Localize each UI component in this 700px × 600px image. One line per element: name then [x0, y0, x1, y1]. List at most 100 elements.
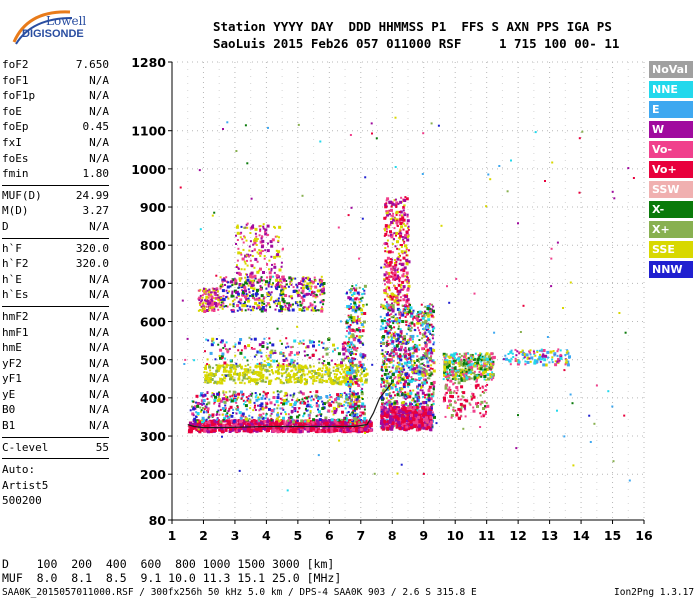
echo-point: [274, 370, 278, 374]
echo-point: [245, 293, 248, 296]
echo-point: [349, 373, 352, 376]
echo-point: [402, 421, 406, 425]
echo-point: [276, 413, 280, 417]
echo-point: [309, 294, 312, 296]
echo-point: [217, 296, 220, 299]
echo-point: [304, 280, 307, 283]
echo-point: [360, 313, 363, 316]
echo-point: [213, 429, 217, 432]
echo-point: [333, 409, 337, 413]
echo-point: [399, 276, 401, 279]
echo-point: [266, 342, 269, 345]
echo-point: [247, 397, 250, 400]
echo-point: [239, 420, 242, 424]
echo-point: [249, 240, 252, 243]
echo-point: [403, 213, 407, 217]
echo-point: [402, 222, 405, 225]
echo-point: [265, 405, 268, 408]
echo-point: [397, 252, 400, 255]
echo-point: [380, 341, 383, 344]
echo-point: [422, 368, 425, 371]
echo-point: [388, 375, 391, 378]
echo-point: [379, 328, 382, 331]
echo-point: [237, 429, 241, 432]
echo-point: [384, 228, 386, 230]
echo-point: [333, 348, 336, 351]
echo-point: [357, 298, 360, 301]
echo-point: [236, 406, 239, 409]
echo-point: [402, 218, 406, 222]
echo-point: [332, 379, 336, 383]
echo-point: [421, 315, 424, 318]
echo-point: [409, 365, 413, 369]
echo-point: [271, 371, 274, 373]
echo-point: [272, 396, 276, 399]
echo-point: [385, 210, 388, 213]
echo-point: [250, 421, 254, 425]
echo-point: [205, 377, 209, 381]
echo-point: [391, 379, 394, 383]
echo-point: [359, 364, 363, 367]
echo-point: [343, 417, 346, 420]
echo-point: [235, 225, 239, 229]
echo-point: [351, 285, 354, 288]
echo-point: [340, 361, 343, 365]
echo-point: [402, 228, 405, 231]
echo-point: [246, 226, 249, 229]
echo-point: [261, 379, 265, 383]
echo-point: [379, 315, 382, 318]
echo-point: [398, 357, 401, 360]
echo-point: [310, 372, 313, 375]
echo-point: [271, 429, 275, 433]
echo-point: [429, 311, 432, 314]
echo-point: [408, 309, 411, 311]
echo-point: [407, 326, 410, 329]
echo-point: [291, 418, 294, 421]
echo-point: [426, 360, 430, 364]
echo-point: [430, 393, 433, 396]
echo-point: [417, 313, 420, 316]
echo-point: [283, 422, 287, 426]
echo-point: [391, 292, 395, 296]
echo-point: [349, 291, 352, 294]
echo-point: [349, 352, 351, 355]
echo-point: [385, 379, 389, 383]
echo-point: [361, 296, 364, 299]
echo-point: [358, 301, 361, 304]
echo-point: [383, 385, 386, 388]
echo-point: [201, 394, 205, 398]
echo-point: [394, 385, 397, 388]
echo-point: [291, 398, 294, 401]
echo-point: [353, 426, 357, 430]
echo-point: [277, 250, 281, 254]
echo-point: [383, 372, 387, 376]
echo-point: [302, 415, 305, 418]
echo-point: [219, 356, 222, 360]
echo-point: [362, 304, 364, 307]
echo-point: [314, 394, 318, 398]
echo-point: [310, 340, 314, 344]
echo-point: [298, 342, 301, 345]
echo-point: [403, 349, 406, 352]
echo-point: [315, 404, 319, 408]
echo-point: [402, 209, 405, 212]
echo-point: [194, 405, 196, 408]
echo-point: [299, 294, 301, 297]
echo-point: [433, 415, 436, 419]
echo-point: [284, 287, 287, 290]
echo-point: [433, 361, 436, 364]
echo-point: [351, 418, 353, 421]
echo-point: [247, 428, 251, 432]
echo-point: [314, 309, 317, 312]
echo-point: [394, 274, 396, 277]
echo-point: [287, 372, 290, 375]
echo-point: [385, 345, 388, 347]
echo-point: [275, 274, 279, 278]
echo-point: [360, 404, 364, 408]
param-row: hmF2 N/A: [2, 310, 109, 326]
echo-point: [252, 287, 256, 291]
echo-point: [251, 265, 254, 268]
echo-point: [274, 352, 277, 354]
echo-point: [414, 344, 418, 348]
param-label: foF1: [2, 73, 29, 87]
